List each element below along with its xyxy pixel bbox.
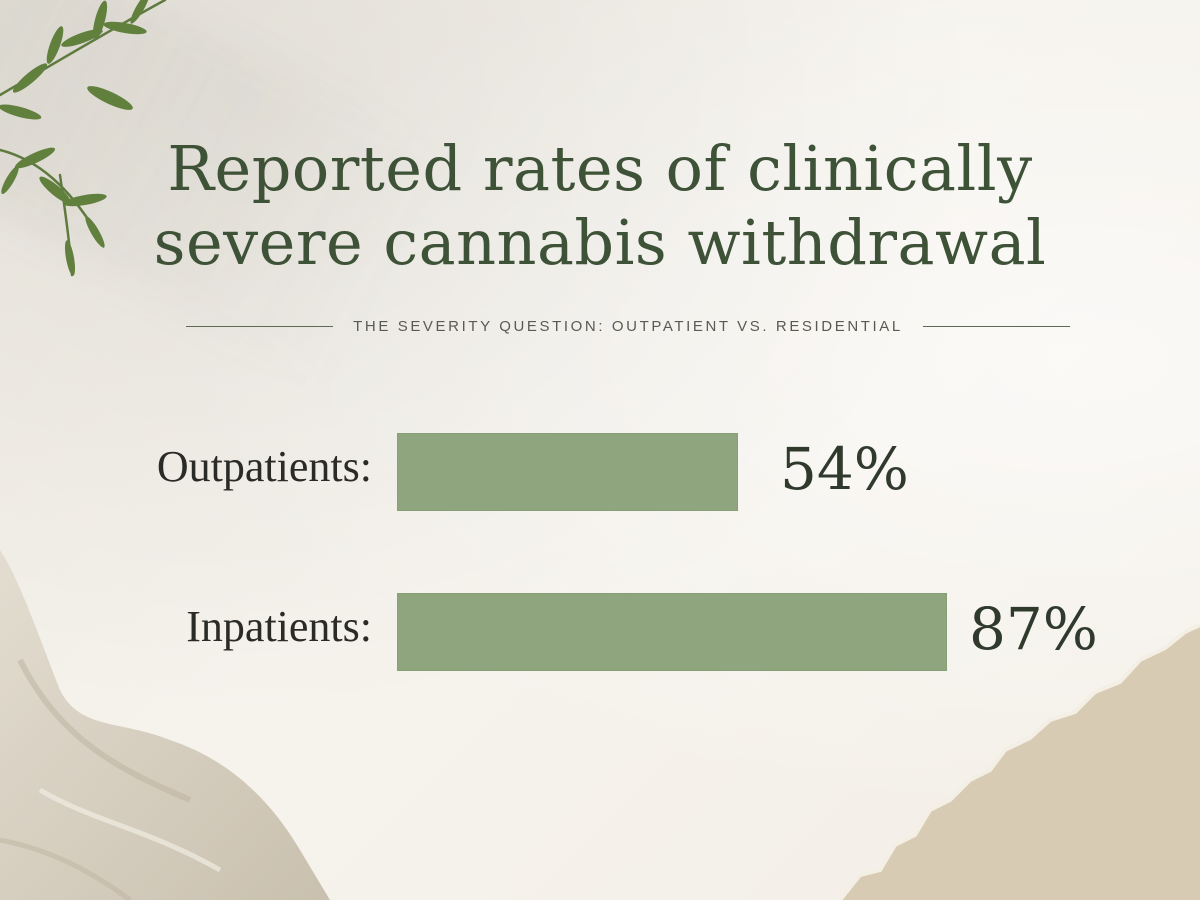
bar-value-label: 87% [969, 595, 1098, 663]
bar [397, 433, 738, 511]
subtitle-rule-right [922, 325, 1071, 327]
bar-label: Inpatients: [186, 602, 372, 651]
chart-title-line-1: Reported rates of clinically [167, 132, 1033, 205]
chart-title: Reported rates of clinically severe cann… [0, 132, 1200, 280]
chart-title-line-2: severe cannabis withdrawal [153, 206, 1047, 279]
chart-subtitle: THE SEVERITY QUESTION: OUTPATIENT VS. RE… [353, 317, 903, 335]
bar-label: Outpatients: [156, 442, 372, 491]
subtitle-row: THE SEVERITY QUESTION: OUTPATIENT VS. RE… [186, 312, 1071, 340]
bar [397, 593, 947, 671]
bar-value-label: 54% [780, 435, 909, 503]
subtitle-rule-left [186, 325, 334, 327]
